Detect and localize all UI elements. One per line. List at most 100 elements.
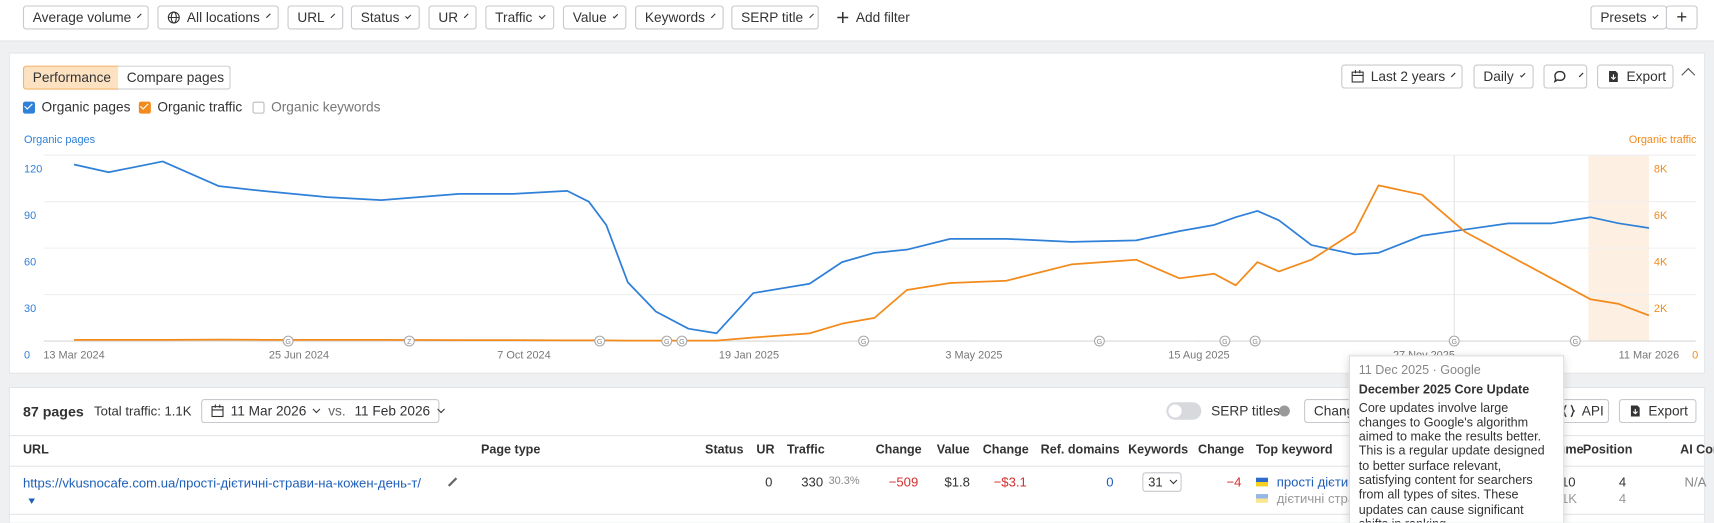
date-select[interactable]: 11 Mar 2026 vs. 11 Feb 2026 xyxy=(201,398,440,424)
chart: Organic pages Organic traffic 0 30 60 90 120 0 2… xyxy=(24,134,1698,362)
toolbar xyxy=(0,0,1714,42)
traffic-change: −509 xyxy=(888,474,919,490)
serp-titles-label: SERP titles xyxy=(1211,403,1281,419)
period-select-label: Last 2 years xyxy=(1370,68,1446,85)
filter-button[interactable]: UR xyxy=(428,5,477,30)
api-button-label: API xyxy=(1581,403,1604,419)
metric-checkbox[interactable]: Organic pages xyxy=(22,99,131,115)
column-header: Change xyxy=(875,443,922,457)
total-traffic: Total traffic: 1.1K xyxy=(94,403,192,419)
export-button[interactable]: Export xyxy=(1597,64,1674,89)
event-tooltip: 11 Dec 2025 · Google December 2025 Core U… xyxy=(1348,355,1565,523)
event-marker xyxy=(661,335,673,347)
event-label: G xyxy=(1222,338,1228,346)
series-line xyxy=(74,184,1650,342)
plus-button-label: + xyxy=(1676,6,1688,28)
tab-label: Compare pages xyxy=(126,69,225,86)
icon xyxy=(1553,70,1566,83)
tooltip-body: Core updates involve large changes to Go… xyxy=(1358,401,1545,523)
date[interactable]: 11 Mar 2026 xyxy=(231,403,320,418)
y-tick-label: 0 xyxy=(24,350,30,362)
annotations-select[interactable] xyxy=(1543,64,1588,89)
icon xyxy=(1609,71,1618,82)
column-header: Top keyword xyxy=(1255,443,1333,457)
y-tick-label: 90 xyxy=(24,210,36,222)
flag xyxy=(1255,477,1269,487)
export-button-label: Export xyxy=(1626,68,1667,85)
ai-content: N/A xyxy=(1684,474,1707,490)
event-label: G xyxy=(1097,338,1103,346)
event-label: Z xyxy=(407,338,412,346)
y-axis-title: Organic pages xyxy=(24,134,96,146)
metric-label: Organic pages xyxy=(41,99,131,115)
column-header: Page type xyxy=(480,443,541,457)
ref-domains: 0 xyxy=(1106,474,1114,490)
ur: 0 xyxy=(765,474,773,490)
filter-button[interactable]: URL xyxy=(287,5,344,30)
table-rule xyxy=(8,513,1706,515)
filter-button[interactable]: Status xyxy=(350,5,420,30)
tab-label: Performance xyxy=(32,69,112,86)
event-label: G xyxy=(285,338,291,346)
event-marker xyxy=(858,335,870,347)
column-header: URL xyxy=(22,443,49,457)
table-rule xyxy=(8,435,1706,437)
column-header: Ref. domains xyxy=(1040,443,1120,457)
column-header: Status xyxy=(705,443,744,457)
filter-button-label: URL xyxy=(297,9,325,26)
help-icon xyxy=(1278,405,1290,417)
keywords-change: −4 xyxy=(1226,474,1242,490)
column-header: Change xyxy=(1198,443,1245,457)
event-label: G xyxy=(1451,338,1457,346)
flag xyxy=(1255,494,1269,503)
serp-toggle[interactable] xyxy=(1166,402,1202,420)
column-header: Traffic xyxy=(787,443,825,457)
metric-checkbox[interactable]: Organic keywords xyxy=(252,99,380,115)
filter-button[interactable]: SERP title xyxy=(731,5,819,30)
event-marker xyxy=(1249,335,1261,347)
event-marker xyxy=(403,335,415,347)
presets-button-label: Presets xyxy=(1600,9,1647,26)
filter-button[interactable]: Traffic xyxy=(485,5,555,30)
tab[interactable]: Compare pages xyxy=(118,65,231,90)
event-label: G xyxy=(861,338,867,346)
compare-date[interactable]: 11 Feb 2026 xyxy=(354,403,443,418)
y-tick-label: 30 xyxy=(24,303,36,315)
add-filter[interactable]: Add filter xyxy=(836,5,910,29)
traffic: 330 xyxy=(801,474,824,490)
column-header: Keywords xyxy=(1128,443,1189,457)
interval-select[interactable]: Daily xyxy=(1473,64,1534,89)
period-select[interactable]: Last 2 years xyxy=(1341,64,1463,89)
table-rule xyxy=(8,465,1706,467)
keywords-count: 31 xyxy=(1148,474,1163,490)
tooltip-title: December 2025 Core Update xyxy=(1358,384,1530,398)
filter-button[interactable]: All locations xyxy=(157,5,279,30)
position: 4 xyxy=(1618,490,1627,507)
filter-button[interactable]: Average volume xyxy=(22,5,149,30)
icon xyxy=(167,11,180,24)
column-header: Value xyxy=(936,443,970,457)
x-tick-label: 15 Aug 2025 xyxy=(1168,350,1229,362)
y2-tick-label: 4K xyxy=(1654,257,1668,269)
toggle-knob xyxy=(1168,404,1182,418)
keywords-select[interactable]: 31 xyxy=(1142,472,1182,492)
icon xyxy=(1630,405,1640,417)
event-label: G xyxy=(1252,338,1258,346)
filter-button[interactable]: Value xyxy=(562,5,627,30)
url-link[interactable]: https://vkusnocafe.com.ua/прості-дієтичн… xyxy=(23,474,433,509)
event-marker xyxy=(1219,335,1231,347)
export-button-label: Export xyxy=(1648,403,1688,419)
tab[interactable]: Performance xyxy=(22,65,120,90)
icon xyxy=(211,404,224,418)
metric-checkbox[interactable]: Organic traffic xyxy=(138,99,243,115)
filter-button[interactable]: Keywords xyxy=(635,5,724,30)
plus-button[interactable]: + xyxy=(1665,5,1698,30)
metric-label: Organic traffic xyxy=(157,99,243,115)
export-button[interactable]: Export xyxy=(1618,398,1697,424)
event-label: G xyxy=(1573,338,1579,346)
url-menu xyxy=(28,498,35,505)
traffic-share: 30.3% xyxy=(828,475,860,488)
event-marker xyxy=(1448,335,1460,347)
top-keyword: дієтичні страви xyxy=(1276,490,1370,507)
y-tick-label: 120 xyxy=(24,164,42,176)
